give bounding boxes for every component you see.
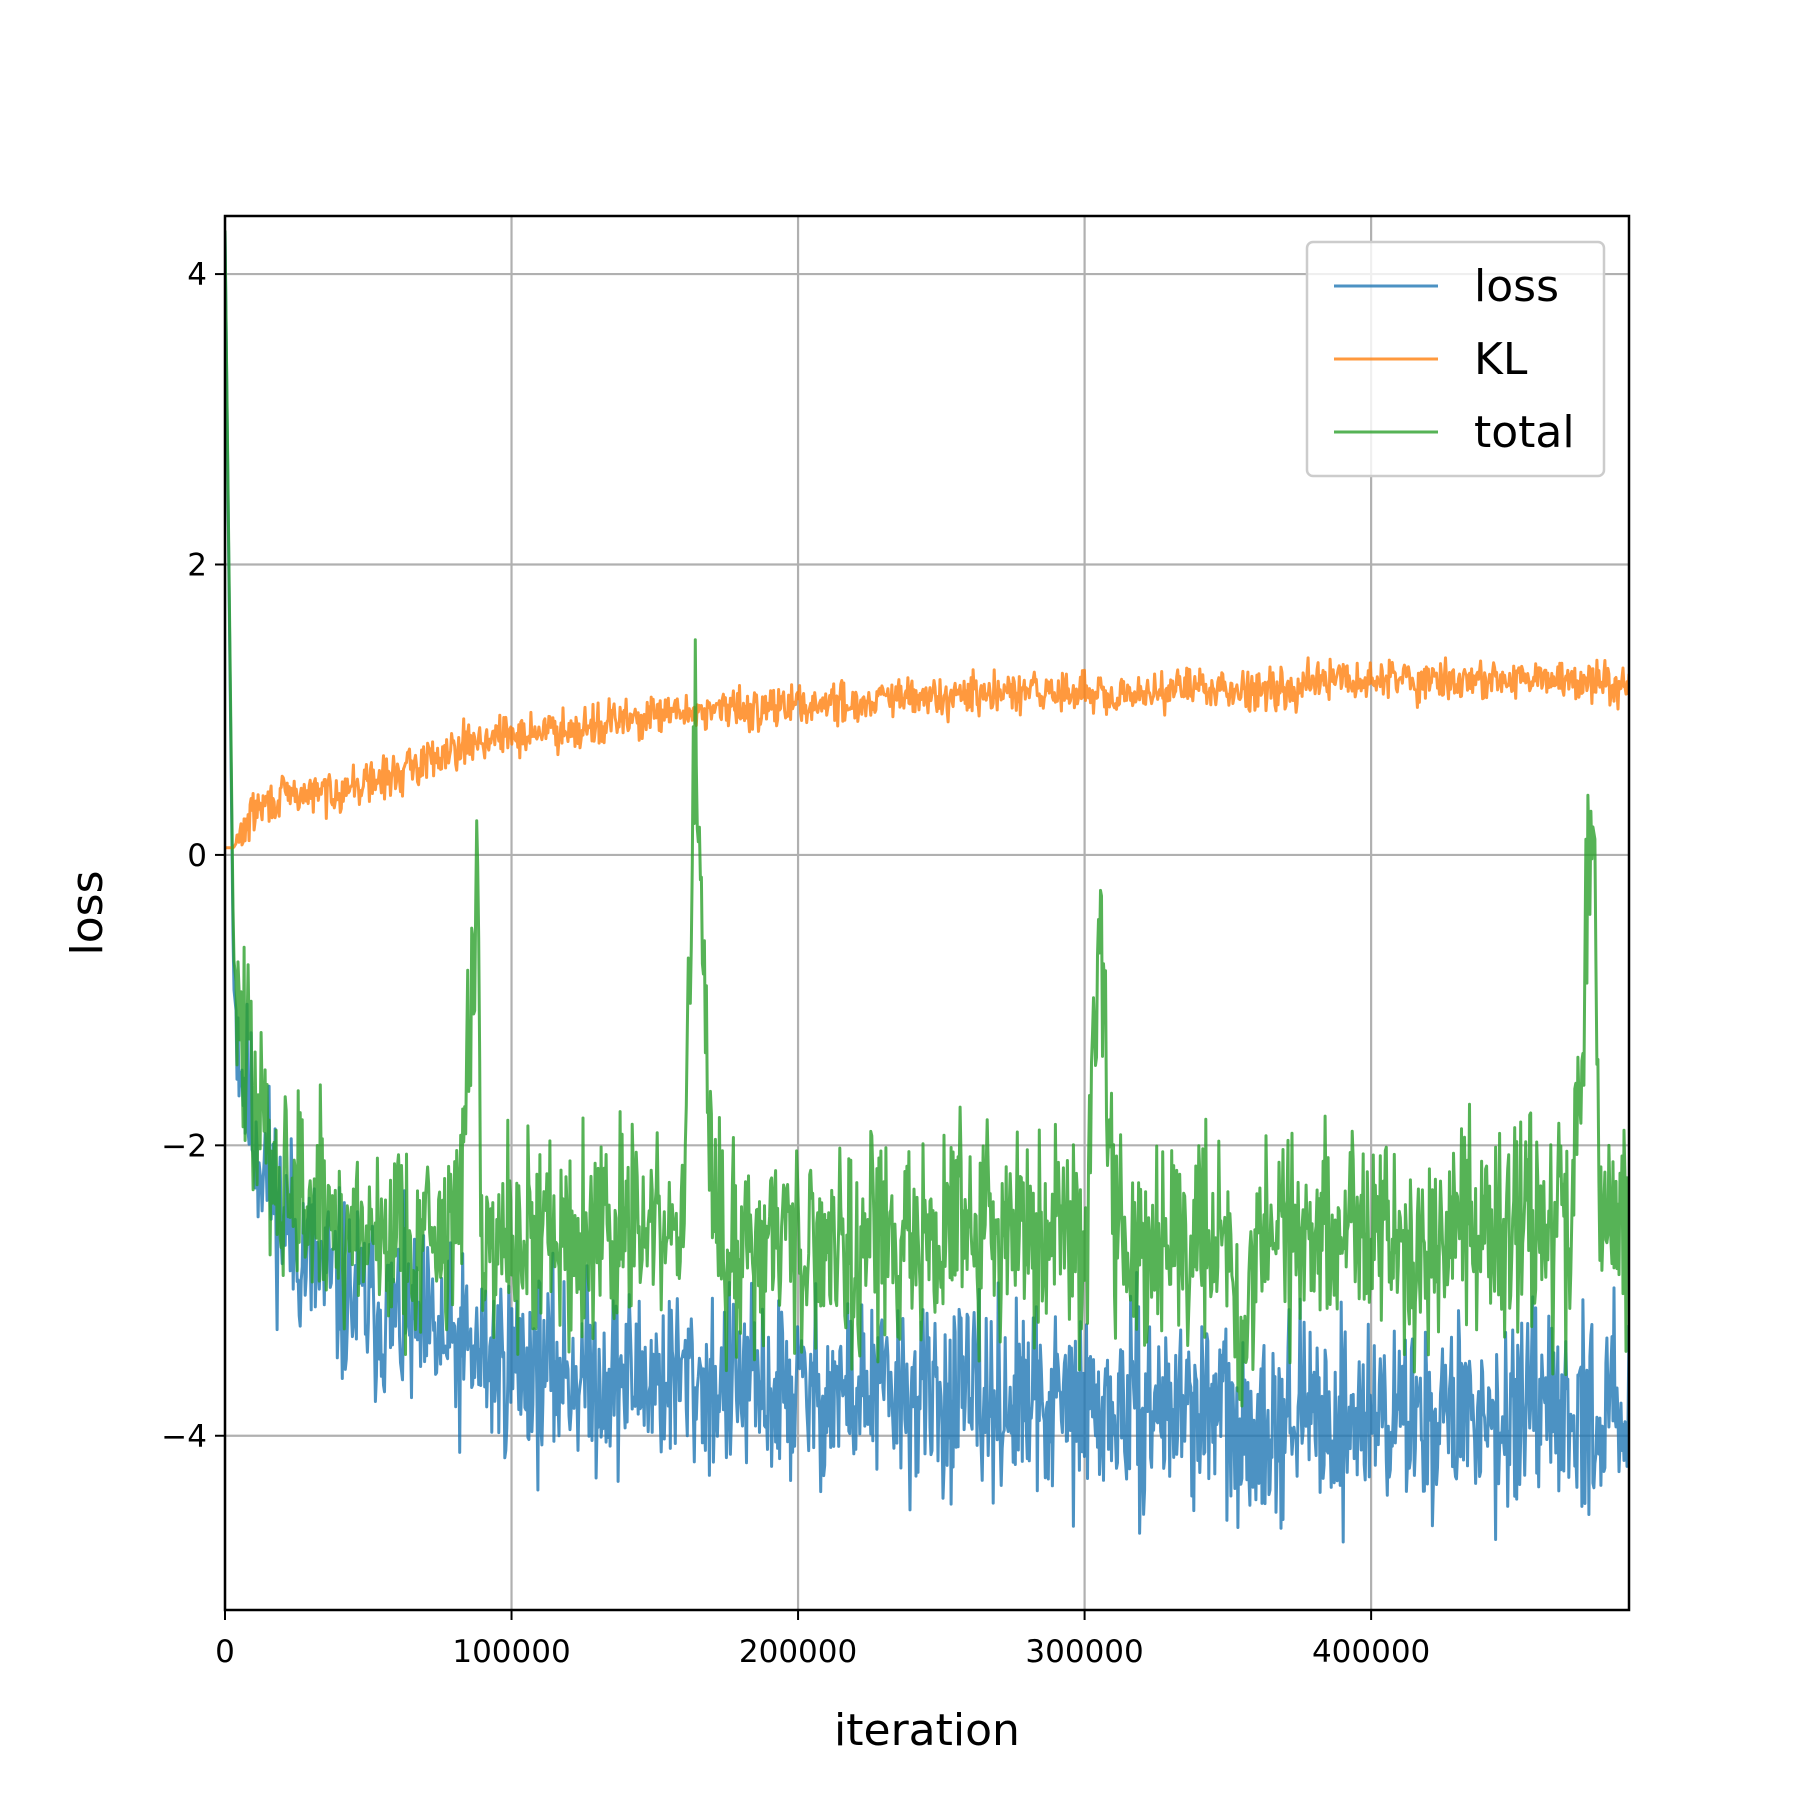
plot-area [225,230,1629,1544]
x-tick-label: 200000 [739,1634,857,1670]
x-tick-label: 400000 [1312,1634,1430,1670]
plot-frame [223,214,1631,1612]
series-line-total [225,230,1629,1408]
y-axis-title: loss [62,871,113,956]
y-axis: −4 −2 0 2 4 [161,257,225,1455]
series-layer [225,230,1629,1544]
series-line-loss [225,230,1629,1544]
legend-label-total: total [1474,407,1575,458]
series-line-kl [225,656,1629,850]
legend-box [1305,240,1606,478]
y-tick-label: 0 [187,838,207,874]
x-tick-label: 0 [215,1634,235,1670]
y-tick-label: −4 [161,1419,207,1455]
y-tick-label: 4 [187,257,207,293]
legend: loss KL total [1305,240,1606,478]
legend-label-loss: loss [1474,261,1559,312]
x-tick-label: 300000 [1025,1634,1143,1670]
legend-label-kl: KL [1474,334,1528,385]
x-tick-label: 100000 [452,1634,570,1670]
x-axis: 0 100000 200000 300000 400000 [215,1610,1430,1670]
y-tick-label: −2 [161,1128,207,1164]
y-tick-label: 2 [187,548,207,584]
x-axis-title: iteration [834,1705,1020,1756]
